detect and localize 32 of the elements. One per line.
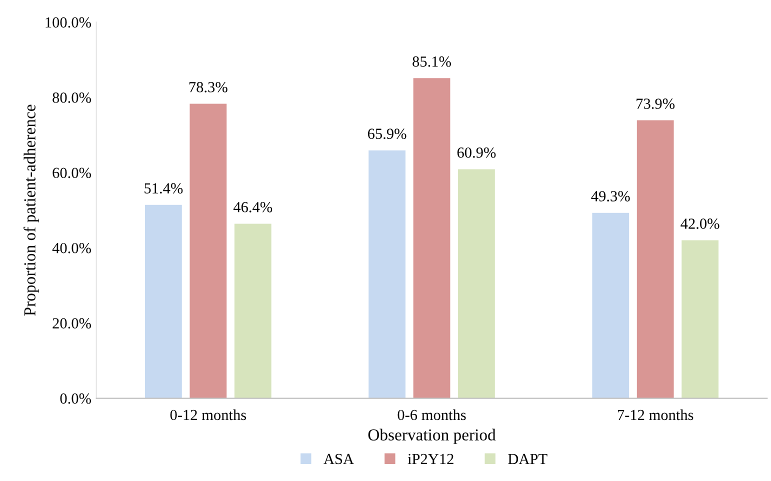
legend-label: DAPT	[508, 454, 548, 464]
bar	[413, 78, 450, 398]
legend-label: iP2Y12	[408, 454, 454, 464]
data-label: 49.3%	[591, 191, 630, 202]
data-label: 65.9%	[368, 128, 406, 140]
bar	[190, 104, 227, 398]
bar	[458, 169, 495, 398]
y-tick-label: 100.0%	[46, 17, 91, 28]
y-tick-label: 40.0%	[52, 242, 91, 254]
bar	[592, 212, 630, 398]
data-label: 42.0%	[680, 218, 720, 229]
x-tick-label: 0-12 months	[170, 409, 246, 420]
bar	[145, 204, 182, 398]
x-axis-title: Observation period	[368, 428, 496, 444]
data-label: 78.3%	[189, 82, 228, 92]
y-axis-title: Proportion of patient-adherence	[24, 104, 39, 316]
data-label: 46.4%	[233, 202, 272, 212]
data-label: 85.1%	[412, 56, 451, 67]
y-tick-label: 0.0%	[60, 393, 91, 404]
y-tick-label: 80.0%	[52, 92, 91, 103]
bar	[234, 224, 272, 398]
x-tick-label: 0-6 months	[398, 409, 466, 420]
bar	[368, 150, 406, 398]
data-label: 51.4%	[144, 183, 183, 194]
bar	[636, 120, 674, 398]
data-label: 60.9%	[457, 147, 496, 158]
x-tick-label: 7-12 months	[618, 409, 694, 420]
y-tick-label: 20.0%	[52, 318, 91, 329]
legend-label: ASA	[324, 454, 354, 464]
y-tick-label: 60.0%	[52, 168, 91, 178]
bar	[682, 240, 719, 398]
data-label: 73.9%	[636, 98, 675, 109]
